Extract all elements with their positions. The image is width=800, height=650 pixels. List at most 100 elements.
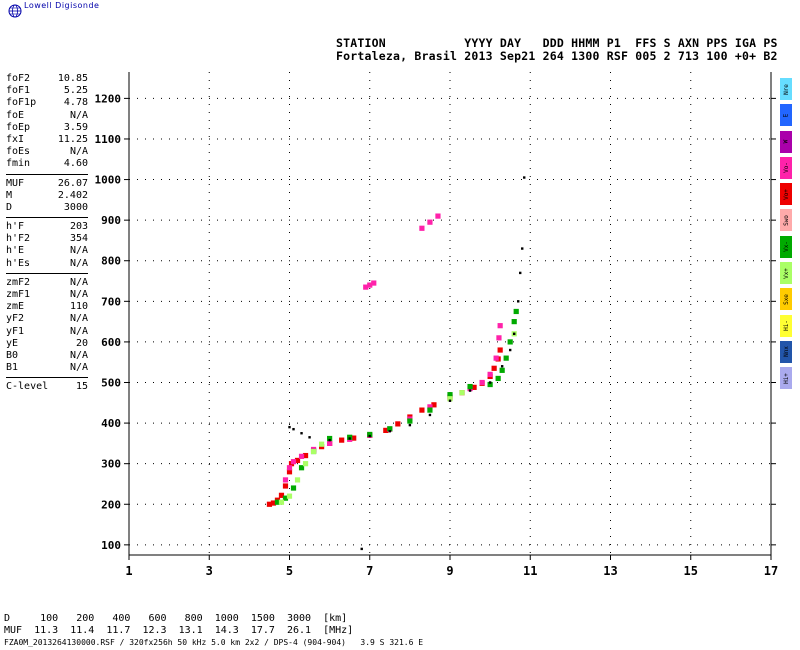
data-point <box>367 431 373 438</box>
data-point <box>308 436 311 439</box>
legend-swatch: Vo+ <box>780 183 792 206</box>
param-label: MUF <box>6 177 25 189</box>
data-point <box>487 381 493 388</box>
param-row: B1 N/A <box>6 362 88 374</box>
data-point <box>266 501 273 507</box>
legend-swatch: Vx- <box>780 235 792 258</box>
data-point <box>294 457 301 464</box>
header-line-1: STATION YYYY DAY DDD HHMM P1 FFS S AXN P… <box>336 36 778 50</box>
x-tick-label: 11 <box>523 564 537 578</box>
param-value: 4.78 <box>63 97 88 109</box>
param-label: B1 <box>6 362 19 374</box>
param-value: 5.25 <box>63 85 88 97</box>
data-point <box>493 355 499 361</box>
data-point <box>448 399 452 402</box>
param-divider <box>6 377 88 379</box>
data-point <box>290 459 297 465</box>
data-point <box>319 441 325 447</box>
data-point <box>468 389 472 392</box>
legend-swatch: Nnx <box>780 340 792 363</box>
data-point <box>360 547 363 551</box>
y-tick-label: 900 <box>101 214 121 227</box>
legend-swatch: W <box>780 130 792 153</box>
legend-label: Sxe <box>782 293 790 305</box>
x-tick-label: 1 <box>125 564 132 578</box>
data-point <box>497 323 503 329</box>
legend-swatch: Hi- <box>780 314 792 337</box>
data-point <box>368 434 371 438</box>
data-point <box>327 435 333 442</box>
param-value: 110 <box>69 301 88 313</box>
data-point <box>508 348 512 352</box>
param-row: yF2 N/A <box>6 313 88 325</box>
data-point <box>302 461 309 467</box>
data-point <box>499 367 505 373</box>
param-value: 354 <box>69 233 88 245</box>
param-value: 11.25 <box>57 133 88 145</box>
x-tick-label: 7 <box>366 564 373 578</box>
data-point <box>270 500 277 506</box>
data-point <box>435 213 441 219</box>
parameter-table: foF2 10.85 foF1 5.25 foF1p 4.78 foE N/A foEp 3.59… <box>6 73 88 394</box>
data-point <box>388 430 392 433</box>
param-row: yE 20 <box>6 338 88 350</box>
data-point <box>503 355 509 361</box>
param-row: h'E N/A <box>6 245 88 257</box>
polarization-legend: Nre E W Vo- Vo+ Swo Vx- Vx+ Sxe Hi- Nnx Hi+ <box>780 78 792 394</box>
data-point <box>427 407 433 413</box>
data-point <box>286 465 293 471</box>
data-point <box>447 392 453 398</box>
data-point <box>511 319 517 325</box>
param-value: 26.07 <box>57 177 88 189</box>
data-point <box>310 448 317 455</box>
param-label: yF2 <box>6 313 25 325</box>
y-tick-label: 500 <box>101 377 121 390</box>
param-row: foEp 3.59 <box>6 122 88 134</box>
param-label: yE <box>6 337 19 349</box>
param-row: C-level 15 <box>6 381 88 393</box>
param-label: yF1 <box>6 325 25 337</box>
data-point <box>507 339 513 345</box>
param-label: D <box>6 201 13 213</box>
legend-label: Vx- <box>782 241 790 253</box>
param-row: foF1p 4.78 <box>6 97 88 109</box>
data-point <box>419 407 425 413</box>
data-point <box>513 308 519 315</box>
data-point <box>278 492 285 498</box>
legend-swatch: Nre <box>780 78 792 100</box>
param-row: M 2.402 <box>6 190 88 202</box>
param-value: N/A <box>69 257 88 269</box>
param-row: h'F2 354 <box>6 233 88 245</box>
param-value: N/A <box>69 325 88 337</box>
y-tick-label: 1200 <box>95 92 122 105</box>
x-tick-label: 3 <box>206 564 213 578</box>
param-row: fmin 4.60 <box>6 158 88 170</box>
file-info-line: FZA0M_2013264130000.RSF / 320fx256h 50 k… <box>4 638 424 647</box>
data-point <box>383 427 389 433</box>
param-label: zmF2 <box>6 276 31 288</box>
data-point <box>363 284 369 290</box>
data-point <box>387 426 393 432</box>
y-tick-label: 300 <box>101 458 121 471</box>
data-point <box>467 383 473 390</box>
param-label: h'F <box>6 221 25 233</box>
y-tick-label: 600 <box>101 336 121 349</box>
param-label: foF1p <box>6 97 37 109</box>
data-point <box>471 384 477 390</box>
param-value: N/A <box>69 146 88 158</box>
y-tick-label: 1000 <box>95 174 122 187</box>
globe-icon <box>8 3 22 18</box>
param-label: foEs <box>6 146 31 158</box>
data-point <box>286 469 293 475</box>
header-line-2: Fortaleza, Brasil 2013 Sep21 264 1300 RS… <box>336 49 778 63</box>
data-point <box>487 371 493 377</box>
legend-label: W <box>782 139 790 144</box>
param-value: 2.402 <box>57 189 88 201</box>
param-value: N/A <box>69 245 88 257</box>
param-value: 15 <box>75 381 88 393</box>
legend-label: Vx+ <box>782 267 790 279</box>
data-point <box>351 435 357 441</box>
x-tick-label: 9 <box>446 564 453 578</box>
param-row: foE N/A <box>6 110 88 122</box>
